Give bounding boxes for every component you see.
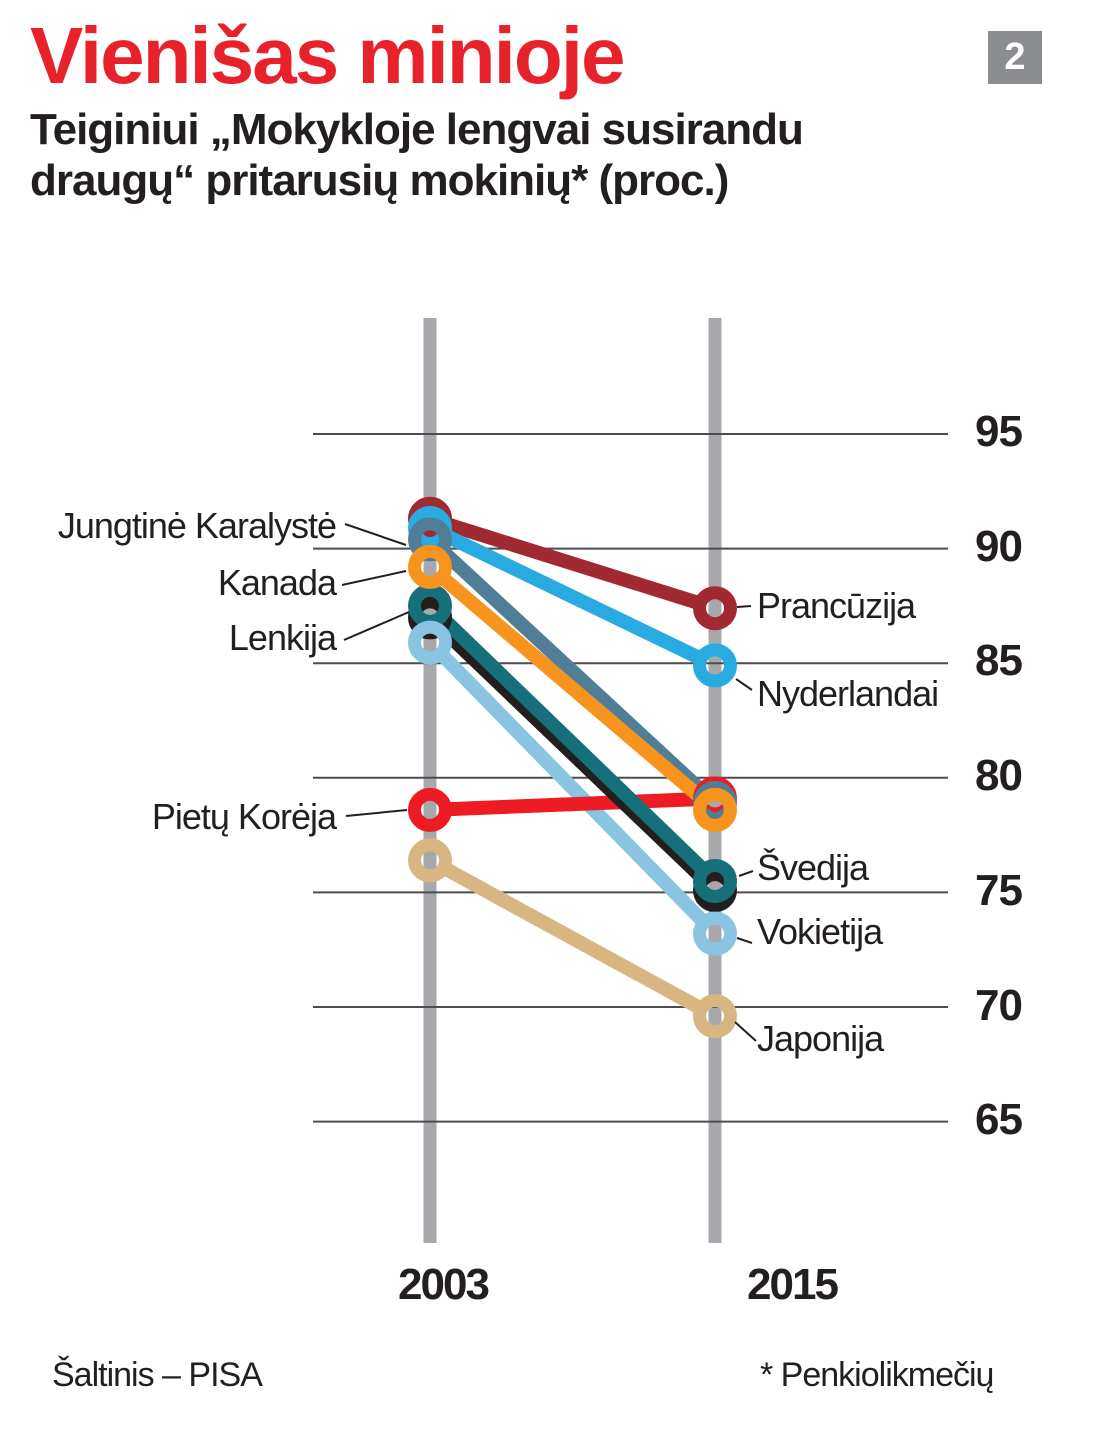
pointer-line-nyderlandai bbox=[735, 678, 753, 691]
series-line-prancuzija bbox=[446, 518, 699, 609]
series-label-lenkija: Lenkija bbox=[228, 617, 337, 658]
ytick-90: 90 bbox=[975, 522, 1023, 571]
pointer-line-japonija bbox=[734, 1021, 757, 1042]
ring-svedija-2015 bbox=[693, 858, 737, 903]
ytick-70: 70 bbox=[975, 981, 1023, 1030]
series-line-nyderlandai bbox=[444, 530, 701, 664]
page-title: Vienišas minioje bbox=[30, 11, 625, 100]
series-line-japonija bbox=[444, 863, 701, 1013]
pointer-line-prancuzija bbox=[736, 605, 752, 608]
xlabel-2015: 2015 bbox=[747, 1260, 839, 1309]
series-label-prancuzija: Prancūzija bbox=[757, 585, 916, 626]
ring-pietu-koreja-2003 bbox=[408, 787, 452, 832]
series-label-pietu-koreja: Pietų Korėja bbox=[151, 796, 337, 837]
ring-japonija-2003 bbox=[408, 838, 452, 883]
ytick-75: 75 bbox=[975, 866, 1023, 915]
chart-subtitle: Teiginiui „Mokykloje lengvai susirandu d… bbox=[30, 104, 804, 206]
series-label-jungtine-karalyste: Jungtinė Karalystė bbox=[57, 505, 337, 546]
series-label-vokietija: Vokietija bbox=[757, 911, 883, 952]
ring-prancuzija-2015 bbox=[693, 586, 737, 631]
source-note: Šaltinis – PISA bbox=[52, 1356, 263, 1394]
ring-japonija-2015 bbox=[693, 994, 737, 1039]
series-line-vokietija bbox=[438, 651, 707, 925]
pointer-line-kanada bbox=[341, 570, 407, 586]
chart-subtitle-line2: draugų“ pritarusių mokinių* (proc.) bbox=[30, 156, 729, 206]
pointer-line-svedija bbox=[738, 870, 754, 877]
ytick-85: 85 bbox=[975, 636, 1023, 685]
pointer-line-lenkija bbox=[343, 611, 410, 641]
pointer-line-jungtine-karalyste bbox=[344, 523, 407, 546]
ring-vokietija-2003 bbox=[408, 620, 452, 665]
series-line-svedija bbox=[439, 614, 706, 873]
ytick-95: 95 bbox=[975, 407, 1023, 456]
ytick-65: 65 bbox=[975, 1095, 1023, 1144]
ring-nyderlandai-2015 bbox=[693, 643, 737, 688]
ring-kanada-2003 bbox=[408, 544, 452, 589]
series-line-jungtine-karalyste bbox=[439, 547, 706, 795]
series-label-kanada: Kanada bbox=[217, 562, 337, 603]
series-line-pietu-koreja bbox=[449, 792, 696, 817]
series-label-japonija: Japonija bbox=[757, 1018, 884, 1059]
chart-subtitle-line1: Teiginiui „Mokykloje lengvai susirandu bbox=[30, 105, 804, 154]
ring-vokietija-2015 bbox=[693, 911, 737, 956]
xlabel-2003: 2003 bbox=[398, 1260, 490, 1309]
figure-number-badge: 2 bbox=[988, 31, 1042, 84]
asterisk-footnote: * Penkiolikmečių bbox=[760, 1356, 994, 1394]
series-label-svedija: Švedija bbox=[757, 847, 869, 888]
pointer-line-vokietija bbox=[736, 937, 753, 944]
series-line-kanada bbox=[440, 574, 705, 803]
ring-kanada-2015 bbox=[693, 787, 737, 832]
ytick-80: 80 bbox=[975, 751, 1023, 800]
axis-2003 bbox=[423, 318, 437, 1243]
series-label-nyderlandai: Nyderlandai bbox=[757, 673, 939, 714]
pointer-line-pietu-koreja bbox=[345, 809, 408, 817]
